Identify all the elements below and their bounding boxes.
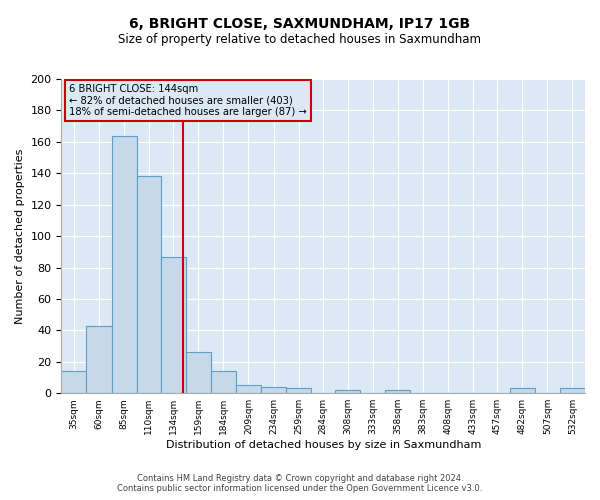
Y-axis label: Number of detached properties: Number of detached properties (15, 148, 25, 324)
Bar (137, 176, 161, 393)
Text: 6 BRIGHT CLOSE: 144sqm
← 82% of detached houses are smaller (403)
18% of semi-de: 6 BRIGHT CLOSE: 144sqm ← 82% of detached… (69, 84, 307, 117)
Bar (236, 386, 261, 393)
Text: Contains public sector information licensed under the Open Government Licence v3: Contains public sector information licen… (118, 484, 482, 493)
Bar (61, 371, 86, 393)
Bar (335, 390, 361, 393)
Bar (161, 256, 186, 393)
Bar (211, 371, 236, 393)
Bar (385, 390, 410, 393)
Bar (560, 388, 585, 393)
Bar (286, 388, 311, 393)
X-axis label: Distribution of detached houses by size in Saxmundham: Distribution of detached houses by size … (166, 440, 481, 450)
Bar (261, 387, 286, 393)
Text: 6, BRIGHT CLOSE, SAXMUNDHAM, IP17 1GB: 6, BRIGHT CLOSE, SAXMUNDHAM, IP17 1GB (130, 18, 470, 32)
Text: Size of property relative to detached houses in Saxmundham: Size of property relative to detached ho… (119, 32, 482, 46)
Bar (86, 326, 112, 393)
Bar (186, 352, 211, 393)
Bar (510, 388, 535, 393)
Text: Contains HM Land Registry data © Crown copyright and database right 2024.: Contains HM Land Registry data © Crown c… (137, 474, 463, 483)
Bar (112, 136, 137, 393)
